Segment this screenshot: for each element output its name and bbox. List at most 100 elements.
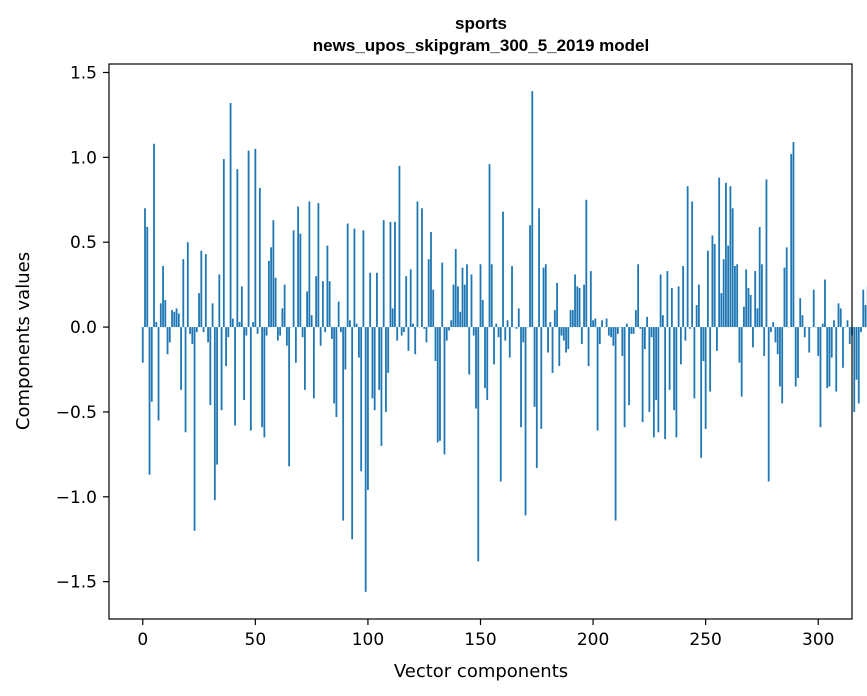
bar-231	[661, 315, 664, 328]
bar-49	[252, 321, 254, 328]
bar-25	[198, 293, 200, 328]
bar-34	[218, 274, 221, 328]
bar-202	[596, 327, 599, 431]
bar-42	[236, 169, 239, 328]
bar-198	[587, 327, 590, 367]
bar-51	[256, 327, 259, 334]
bar-130	[434, 327, 437, 362]
bar-150	[479, 264, 482, 328]
bar-215	[625, 323, 628, 328]
x-tick-label: 0	[137, 630, 148, 650]
bar-22	[191, 327, 194, 345]
bar-318	[857, 327, 860, 404]
bar-298	[812, 289, 815, 328]
chart-subtitle: news_upos_skipgram_300_5_2019 model	[313, 36, 649, 55]
bar-266	[740, 327, 743, 397]
bar-216	[628, 327, 630, 406]
bar-247	[698, 284, 700, 328]
bar-168	[520, 327, 522, 428]
bar-143	[463, 284, 466, 328]
x-tick-label: 250	[689, 630, 721, 650]
bar-191	[571, 310, 574, 328]
bar-48	[249, 327, 252, 431]
bar-269	[747, 288, 750, 328]
y-tick-label: 0.5	[70, 233, 97, 253]
bar-116	[403, 327, 405, 333]
bar-148	[475, 327, 477, 409]
bar-134	[443, 327, 446, 455]
bar-127	[427, 259, 430, 328]
bar-91	[346, 223, 349, 328]
bar-62	[281, 308, 284, 328]
bar-124	[421, 208, 423, 328]
bar-82	[326, 245, 329, 328]
bar-63	[283, 284, 286, 328]
bar-292	[799, 298, 802, 328]
bar-106	[380, 327, 383, 446]
y-tick-label: −0.5	[56, 403, 97, 423]
bar-74	[308, 201, 311, 328]
bar-152	[484, 327, 486, 389]
bar-166	[515, 327, 518, 329]
bar-223	[643, 327, 646, 350]
bar-67	[292, 230, 295, 328]
bar-20	[186, 242, 189, 328]
bar-194	[578, 288, 581, 328]
bar-311	[842, 327, 844, 368]
bar-220	[637, 264, 640, 328]
bar-153	[486, 327, 489, 401]
bar-72	[303, 327, 306, 390]
bar-243	[688, 327, 691, 329]
bar-132	[439, 327, 441, 441]
bar-319	[860, 327, 862, 333]
bar-3	[148, 327, 151, 475]
bar-235	[670, 288, 673, 328]
bar-37	[225, 327, 227, 367]
bar-52	[258, 187, 261, 328]
x-tick-label: 150	[464, 630, 496, 650]
y-tick-label: 1.0	[70, 148, 97, 168]
bar-217	[630, 327, 633, 334]
bar-118	[407, 327, 410, 351]
bar-271	[752, 327, 754, 348]
bar-65	[288, 327, 291, 467]
bar-125	[423, 327, 426, 329]
bar-218	[632, 327, 635, 334]
bar-15	[175, 308, 178, 328]
bar-59	[274, 277, 277, 328]
bar-154	[488, 164, 491, 328]
bar-114	[398, 165, 401, 328]
bar-115	[400, 327, 403, 336]
bar-147	[472, 327, 475, 336]
bar-245	[693, 327, 696, 399]
bar-139	[454, 249, 457, 328]
bar-210	[614, 327, 617, 521]
bar-142	[461, 267, 464, 328]
bar-104	[376, 272, 378, 328]
bar-273	[756, 308, 759, 328]
bar-291	[797, 327, 799, 378]
bar-81	[324, 327, 327, 333]
bar-289	[792, 142, 795, 328]
bar-100	[367, 327, 369, 491]
bar-237	[675, 327, 678, 438]
bar-18	[182, 259, 185, 328]
x-tick-label: 300	[802, 630, 834, 650]
bar-221	[639, 327, 642, 329]
bar-16	[177, 313, 180, 328]
bar-93	[351, 327, 354, 540]
bar-160	[502, 211, 504, 328]
bar-272	[754, 271, 757, 328]
bar-244	[691, 201, 694, 328]
bar-246	[695, 305, 698, 328]
bar-107	[382, 220, 385, 328]
y-axis-label: Components values	[13, 252, 34, 430]
bar-252	[709, 327, 712, 392]
bar-98	[362, 230, 365, 328]
bar-126	[425, 327, 428, 343]
bar-12	[168, 327, 171, 343]
bar-193	[576, 286, 579, 328]
bar-230	[659, 274, 662, 328]
bar-156	[493, 327, 495, 365]
bar-265	[738, 327, 741, 363]
